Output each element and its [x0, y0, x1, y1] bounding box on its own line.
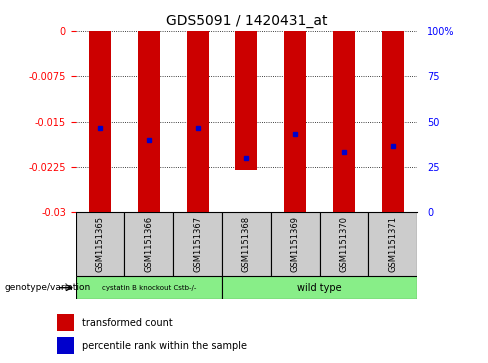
- Bar: [222, 276, 417, 299]
- Text: GSM1151369: GSM1151369: [291, 216, 300, 272]
- Title: GDS5091 / 1420431_at: GDS5091 / 1420431_at: [166, 15, 327, 28]
- Text: percentile rank within the sample: percentile rank within the sample: [82, 340, 247, 351]
- Bar: [76, 212, 124, 276]
- Bar: [173, 212, 222, 276]
- Bar: [333, 31, 355, 212]
- Bar: [89, 31, 111, 212]
- Text: GSM1151368: GSM1151368: [242, 216, 251, 272]
- Bar: [138, 31, 160, 212]
- Text: GSM1151366: GSM1151366: [144, 216, 153, 272]
- Bar: [368, 212, 417, 276]
- Text: GSM1151371: GSM1151371: [388, 216, 397, 272]
- Text: transformed count: transformed count: [82, 318, 173, 328]
- Bar: [124, 212, 173, 276]
- Bar: [271, 212, 320, 276]
- Text: wild type: wild type: [297, 283, 342, 293]
- Text: GSM1151365: GSM1151365: [96, 216, 104, 272]
- Bar: [285, 31, 306, 212]
- Text: genotype/variation: genotype/variation: [5, 283, 91, 292]
- Text: GSM1151367: GSM1151367: [193, 216, 202, 272]
- Bar: [236, 31, 258, 170]
- Bar: [187, 31, 209, 212]
- Bar: [222, 212, 271, 276]
- Text: GSM1151370: GSM1151370: [340, 216, 348, 272]
- Bar: [57, 337, 74, 354]
- Bar: [320, 212, 368, 276]
- Bar: [57, 314, 74, 331]
- Bar: [76, 276, 222, 299]
- Text: cystatin B knockout Cstb-/-: cystatin B knockout Cstb-/-: [102, 285, 196, 291]
- Bar: [382, 31, 404, 212]
